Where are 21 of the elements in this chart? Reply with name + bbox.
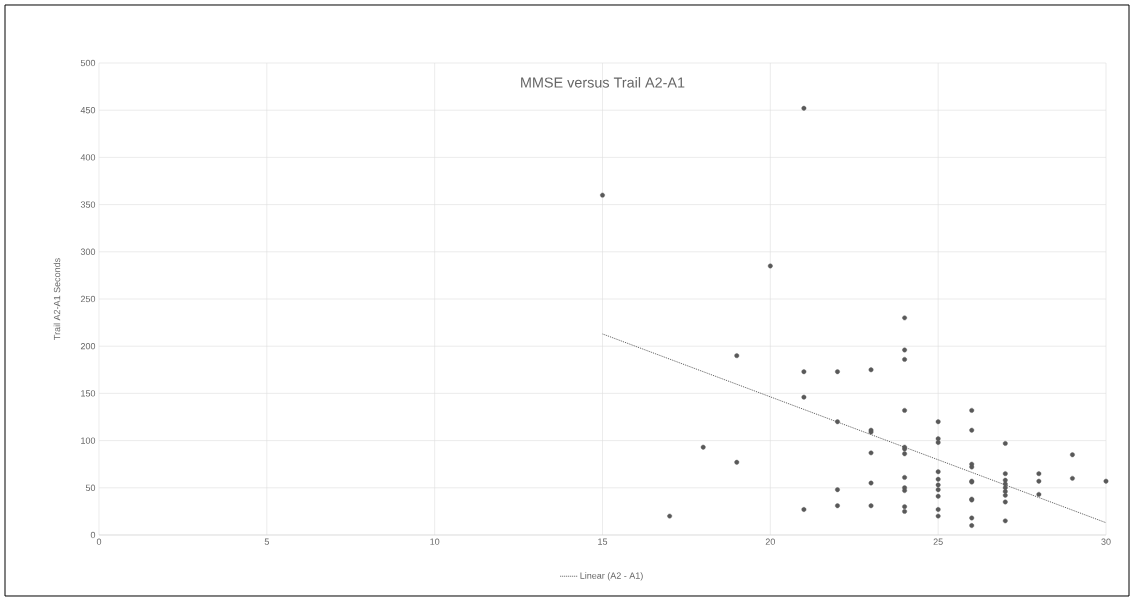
y-tick-label: 300 — [80, 248, 96, 255]
y-tick-label: 350 — [80, 201, 96, 208]
y-tick-label: 450 — [80, 107, 96, 114]
y-tick-label: 500 — [80, 59, 96, 67]
x-tick-label: 15 — [598, 538, 608, 545]
y-axis-title: Trail A2-A1 Seconds — [53, 258, 61, 340]
y-tick-label: 150 — [81, 390, 96, 397]
x-tick-label: 0 — [96, 538, 102, 545]
y-tick-label: 50 — [85, 484, 96, 491]
text: MMSE versus Trail A2-A1 — [521, 77, 685, 88]
legend-label: Linear (A2 - A1) — [580, 572, 643, 581]
y-tick-label: 100 — [81, 437, 96, 444]
x-tick-label: 25 — [933, 538, 943, 545]
y-tick-label: 400 — [80, 154, 96, 161]
x-tick-label: 30 — [1101, 538, 1111, 545]
x-tick-label: 20 — [765, 538, 775, 545]
x-tick-label: 5 — [264, 538, 269, 545]
y-tick-label: 200 — [80, 343, 96, 350]
y-tick-label: 250 — [80, 295, 96, 303]
y-tick-label: 0 — [90, 531, 96, 539]
x-tick-label: 10 — [430, 538, 440, 545]
